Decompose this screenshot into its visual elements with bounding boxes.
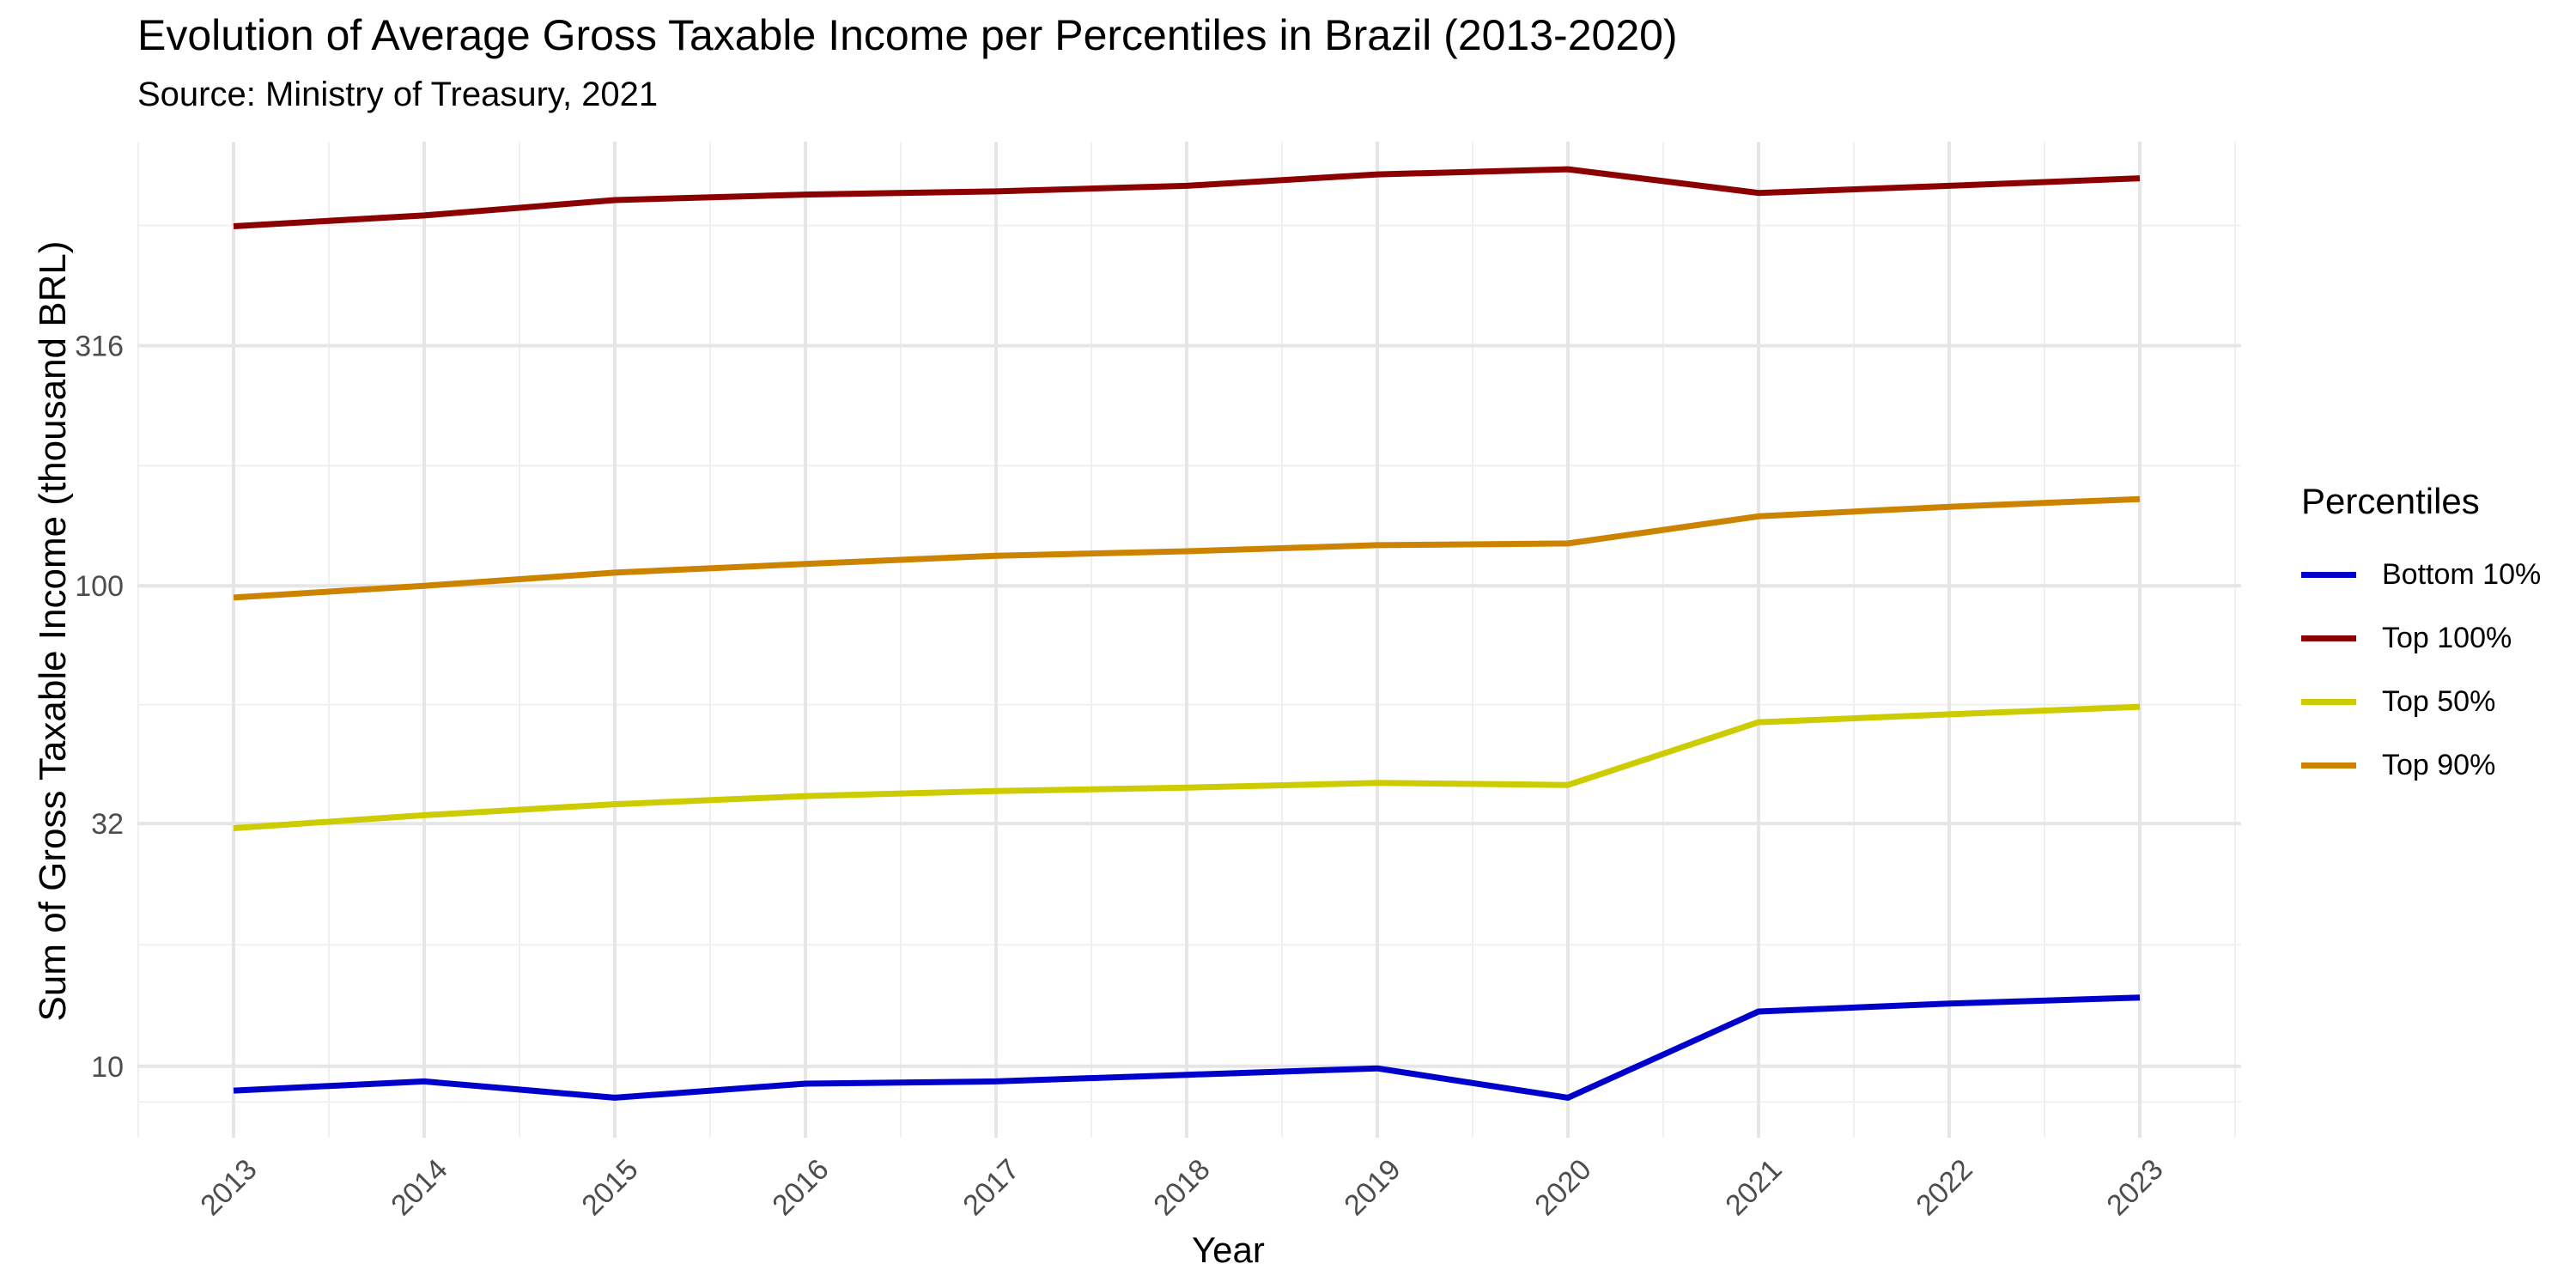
legend-item-top-100: Top 100% (2301, 606, 2541, 670)
x-tick-labels: 2013 2014 2015 2016 2017 2018 2019 2020 2021 2022… (194, 1153, 2169, 1222)
x-tick-label: 2017 (957, 1153, 1025, 1222)
x-axis-label: Year (1192, 1230, 1265, 1270)
legend-key-top-50 (2301, 698, 2356, 705)
x-tick-label: 2015 (575, 1153, 644, 1222)
legend-label-top-100: Top 100% (2382, 621, 2512, 654)
series-line-2 (233, 703, 2141, 831)
x-tick-label: 2016 (766, 1153, 835, 1222)
legend-item-top-90: Top 90% (2301, 733, 2541, 797)
legend-key-bottom-10 (2301, 571, 2356, 578)
legend-title: Percentiles (2301, 481, 2480, 521)
legend: Percentiles Bottom 10% Top 100% Top 50% … (2301, 481, 2541, 797)
x-tick-label: 2023 (2100, 1153, 2169, 1222)
y-tick-label: 32 (91, 808, 124, 841)
legend-item-bottom-10: Bottom 10% (2301, 543, 2541, 606)
legend-label-top-50: Top 50% (2382, 684, 2496, 718)
series-lines (233, 166, 2141, 1101)
chart-subtitle: Source: Ministry of Treasury, 2021 (137, 76, 659, 113)
x-tick-label: 2020 (1528, 1153, 1597, 1222)
x-tick-label: 2018 (1147, 1153, 1216, 1222)
legend-label-top-90: Top 90% (2382, 748, 2496, 781)
legend-label-bottom-10: Bottom 10% (2382, 557, 2542, 591)
series-line-1 (233, 166, 2141, 229)
x-tick-label: 2022 (1910, 1153, 1978, 1222)
x-tick-label: 2021 (1719, 1153, 1788, 1222)
series-line-3 (233, 495, 2141, 601)
legend-key-top-100 (2301, 635, 2356, 641)
legend-item-top-50: Top 50% (2301, 670, 2541, 733)
grid-lines (137, 142, 2241, 1138)
x-tick-label: 2014 (385, 1153, 453, 1222)
y-tick-label: 316 (75, 331, 124, 363)
y-tick-label: 100 (75, 570, 124, 603)
legend-key-top-90 (2301, 762, 2356, 769)
x-tick-label: 2013 (194, 1153, 263, 1222)
series-line-0 (233, 994, 2141, 1101)
y-tick-labels: 10 32 100 316 (75, 331, 124, 1084)
x-tick-label: 2019 (1338, 1153, 1406, 1222)
y-tick-label: 10 (91, 1051, 124, 1084)
chart-title: Evolution of Average Gross Taxable Incom… (137, 11, 1678, 59)
